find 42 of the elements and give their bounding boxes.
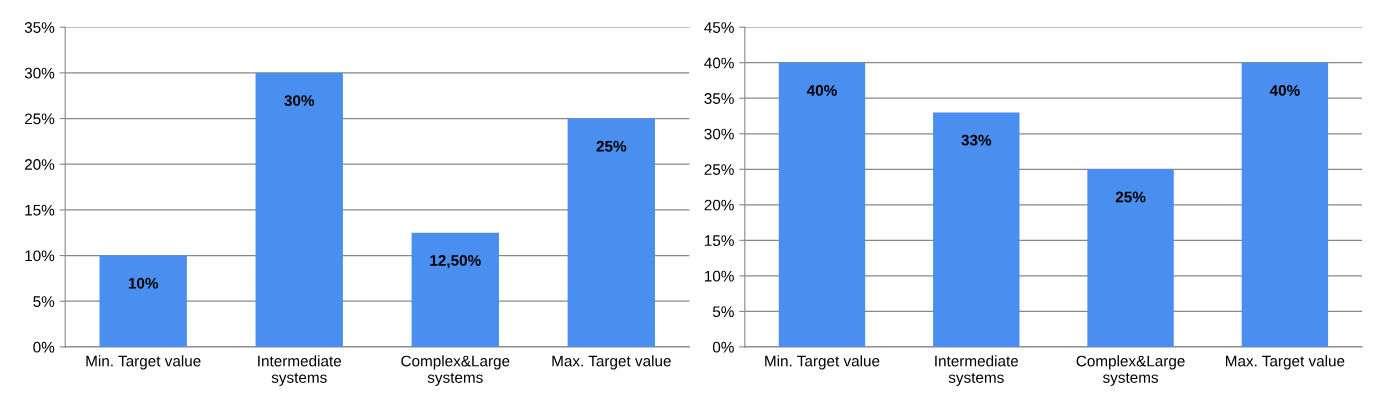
bar xyxy=(255,72,343,347)
bar xyxy=(778,62,866,347)
y-tick-label: 35% xyxy=(24,22,55,33)
bar xyxy=(1241,62,1329,347)
y-tick-label: 35% xyxy=(704,93,734,104)
y-tick-label: 25% xyxy=(704,164,734,175)
data-label: 10% xyxy=(128,277,159,289)
y-tick-label: 15% xyxy=(704,235,734,247)
bar xyxy=(411,232,499,347)
y-tick-label: 0% xyxy=(712,341,734,353)
bar xyxy=(1087,169,1174,347)
x-tick-label: Min. Target value xyxy=(765,355,880,370)
y-tick-label: 40% xyxy=(704,57,734,69)
y-tick-label: 10% xyxy=(704,270,734,282)
data-label: 25% xyxy=(1115,191,1146,203)
data-label: 40% xyxy=(806,84,837,96)
x-tick-label: Intermediate systems xyxy=(258,355,342,386)
y-tick-label: 25% xyxy=(24,113,55,125)
bar xyxy=(567,118,656,347)
x-tick-label: Intermediate systems xyxy=(935,355,1019,386)
data-label: 12,50% xyxy=(430,254,481,269)
x-tick-label: Min. Target value xyxy=(86,355,201,370)
data-label: 30% xyxy=(284,95,315,106)
y-tick-label: 20% xyxy=(704,199,734,211)
bar xyxy=(933,112,1020,347)
data-label: 25% xyxy=(596,140,627,152)
x-tick-label: Complex&Large systems xyxy=(401,355,510,386)
x-tick-label: Max. Target value xyxy=(552,355,671,370)
y-tick-label: 30% xyxy=(24,67,55,79)
x-tick-label: Complex&Large systems xyxy=(1076,355,1185,386)
y-tick-label: 10% xyxy=(25,250,55,262)
y-tick-label: 45% xyxy=(704,22,734,33)
y-tick-label: 30% xyxy=(704,128,734,140)
y-tick-label: 0% xyxy=(33,341,55,353)
data-label: 40% xyxy=(1269,84,1300,96)
bar xyxy=(99,255,187,347)
y-tick-label: 20% xyxy=(24,159,55,170)
data-label: 33% xyxy=(961,134,992,146)
y-tick-label: 5% xyxy=(712,306,734,318)
y-tick-label: 15% xyxy=(25,204,55,216)
y-tick-label: 5% xyxy=(33,296,55,307)
x-tick-label: Max. Target value xyxy=(1225,355,1345,370)
